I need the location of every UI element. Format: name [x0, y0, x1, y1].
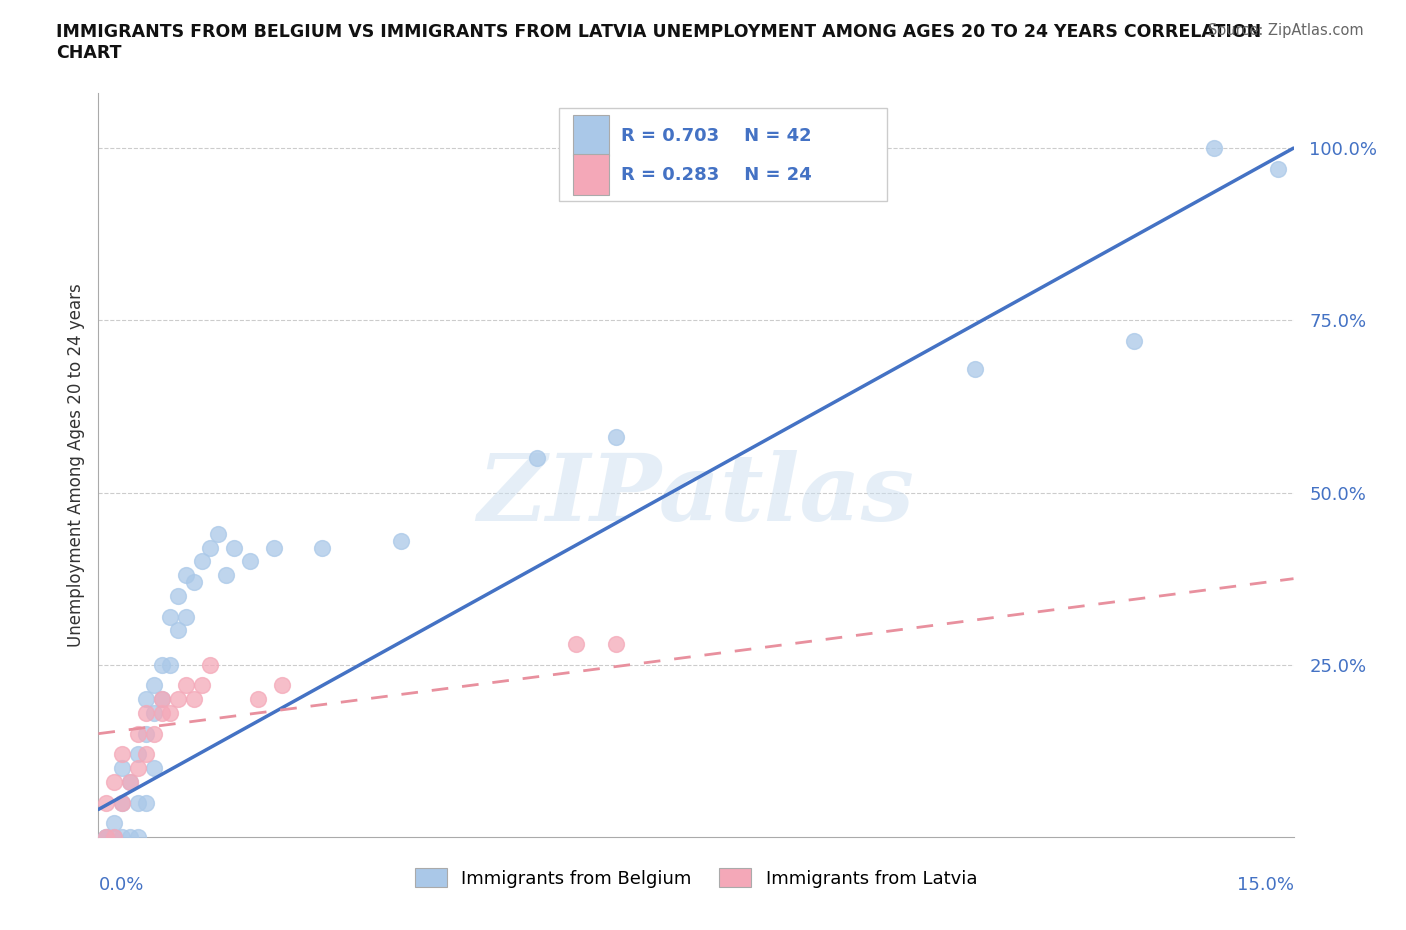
- Point: [143, 706, 166, 721]
- Point: [120, 775, 142, 790]
- Point: [135, 706, 157, 721]
- Point: [183, 575, 205, 590]
- FancyBboxPatch shape: [572, 154, 609, 195]
- Point: [96, 830, 118, 844]
- Point: [127, 830, 149, 844]
- Point: [1202, 140, 1225, 155]
- Point: [103, 816, 125, 830]
- Point: [150, 706, 173, 721]
- Point: [143, 726, 166, 741]
- Point: [963, 361, 986, 376]
- Point: [174, 609, 197, 624]
- FancyBboxPatch shape: [572, 115, 609, 156]
- Point: [565, 637, 588, 652]
- Point: [135, 726, 157, 741]
- Point: [159, 706, 181, 721]
- Text: 0.0%: 0.0%: [98, 876, 143, 894]
- Point: [111, 761, 134, 776]
- Text: ZIPatlas: ZIPatlas: [478, 450, 914, 539]
- Point: [103, 775, 125, 790]
- Legend: Immigrants from Belgium, Immigrants from Latvia: Immigrants from Belgium, Immigrants from…: [408, 861, 984, 895]
- Point: [96, 795, 118, 810]
- Point: [135, 692, 157, 707]
- Point: [389, 533, 412, 548]
- Text: 15.0%: 15.0%: [1236, 876, 1294, 894]
- Point: [135, 795, 157, 810]
- Point: [127, 747, 149, 762]
- Point: [605, 430, 627, 445]
- Point: [127, 726, 149, 741]
- Point: [526, 451, 548, 466]
- Y-axis label: Unemployment Among Ages 20 to 24 years: Unemployment Among Ages 20 to 24 years: [66, 283, 84, 647]
- Point: [183, 692, 205, 707]
- Point: [167, 692, 190, 707]
- Point: [120, 830, 142, 844]
- Point: [150, 692, 173, 707]
- Point: [103, 830, 125, 844]
- Point: [215, 568, 238, 583]
- Point: [111, 747, 134, 762]
- Point: [143, 761, 166, 776]
- Point: [120, 775, 142, 790]
- Point: [111, 830, 134, 844]
- Point: [174, 568, 197, 583]
- Point: [143, 678, 166, 693]
- Point: [270, 678, 292, 693]
- Point: [150, 692, 173, 707]
- Point: [127, 761, 149, 776]
- Point: [174, 678, 197, 693]
- Text: IMMIGRANTS FROM BELGIUM VS IMMIGRANTS FROM LATVIA UNEMPLOYMENT AMONG AGES 20 TO : IMMIGRANTS FROM BELGIUM VS IMMIGRANTS FR…: [56, 23, 1261, 62]
- Point: [159, 658, 181, 672]
- Point: [191, 678, 214, 693]
- Point: [191, 554, 214, 569]
- Point: [96, 830, 118, 844]
- Point: [605, 637, 627, 652]
- Point: [111, 795, 134, 810]
- Point: [1267, 161, 1289, 176]
- Point: [103, 830, 125, 844]
- Point: [246, 692, 269, 707]
- Point: [127, 795, 149, 810]
- Point: [239, 554, 262, 569]
- Point: [111, 795, 134, 810]
- Point: [167, 623, 190, 638]
- Point: [159, 609, 181, 624]
- Point: [263, 540, 285, 555]
- Text: Source: ZipAtlas.com: Source: ZipAtlas.com: [1208, 23, 1364, 38]
- Point: [167, 589, 190, 604]
- Point: [198, 540, 221, 555]
- Text: R = 0.703    N = 42: R = 0.703 N = 42: [620, 126, 811, 145]
- Point: [1123, 334, 1146, 349]
- Text: R = 0.283    N = 24: R = 0.283 N = 24: [620, 166, 811, 184]
- Point: [207, 526, 229, 541]
- FancyBboxPatch shape: [558, 108, 887, 201]
- Point: [135, 747, 157, 762]
- Point: [222, 540, 245, 555]
- Point: [150, 658, 173, 672]
- Point: [96, 830, 118, 844]
- Point: [311, 540, 333, 555]
- Point: [198, 658, 221, 672]
